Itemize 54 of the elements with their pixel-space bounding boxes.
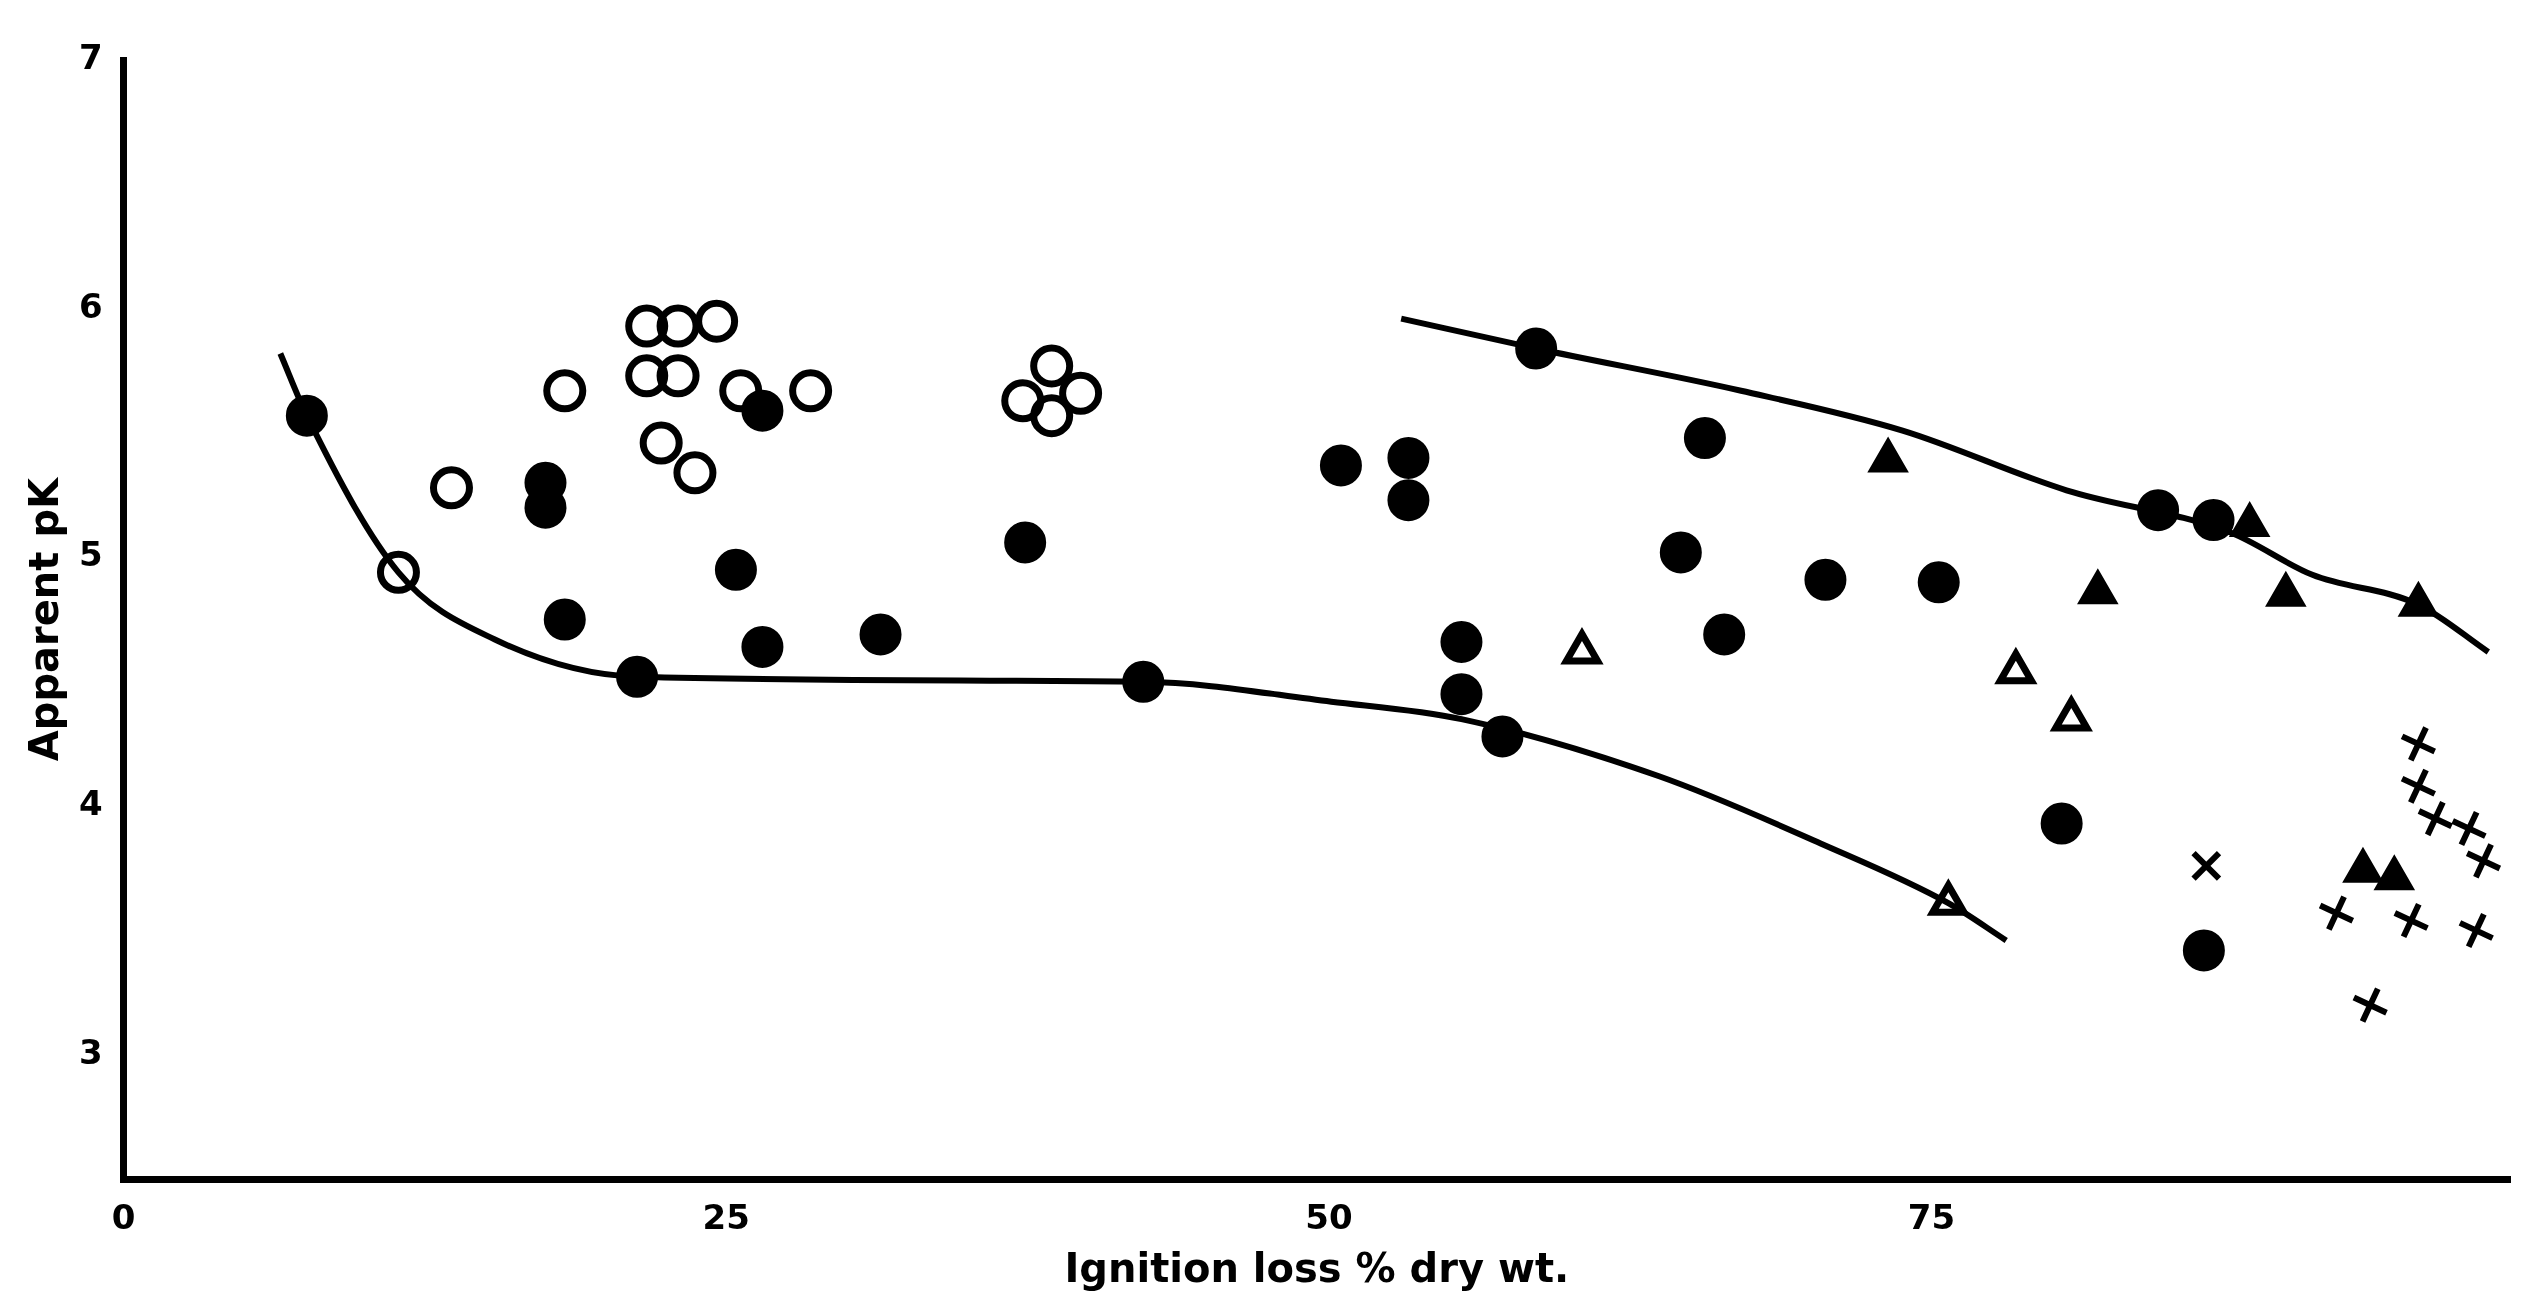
y-tick-label: 4 bbox=[78, 782, 103, 823]
point bbox=[656, 304, 700, 348]
point bbox=[1319, 444, 1362, 487]
point bbox=[376, 550, 420, 594]
point bbox=[2464, 841, 2503, 881]
point bbox=[1030, 394, 1074, 438]
y-tick-label: 5 bbox=[78, 534, 103, 575]
y-tick-label: 6 bbox=[78, 285, 103, 326]
point bbox=[2040, 802, 2083, 845]
point bbox=[673, 451, 717, 495]
y-tick-label: 7 bbox=[78, 36, 103, 77]
point bbox=[656, 354, 700, 398]
point bbox=[789, 369, 833, 413]
point bbox=[695, 299, 739, 343]
point bbox=[1683, 417, 1726, 460]
y-tick-label: 3 bbox=[78, 1031, 103, 1072]
point bbox=[1917, 561, 1960, 604]
x-tick-label: 0 bbox=[111, 1197, 136, 1238]
point bbox=[741, 389, 784, 432]
point bbox=[1659, 531, 1702, 574]
point bbox=[639, 421, 683, 465]
x-tick-label: 25 bbox=[702, 1197, 750, 1238]
point bbox=[859, 613, 902, 656]
y-axis-title: Apparent pK bbox=[21, 475, 68, 762]
point bbox=[429, 466, 473, 510]
point bbox=[2182, 929, 2225, 972]
point bbox=[2391, 901, 2431, 940]
point bbox=[2456, 911, 2496, 950]
point bbox=[1004, 521, 1047, 564]
point bbox=[1387, 479, 1430, 522]
x-tick-label: 50 bbox=[1305, 1197, 1353, 1238]
point bbox=[1440, 673, 1483, 716]
point bbox=[2399, 724, 2438, 764]
point bbox=[1387, 436, 1430, 479]
point bbox=[1059, 371, 1103, 415]
point bbox=[2415, 799, 2455, 838]
point bbox=[625, 354, 669, 398]
point bbox=[543, 369, 587, 413]
point bbox=[1703, 613, 1746, 656]
point bbox=[714, 548, 757, 591]
point bbox=[1001, 379, 1045, 423]
point bbox=[2449, 809, 2489, 848]
point bbox=[625, 304, 669, 348]
point bbox=[1440, 620, 1483, 663]
point bbox=[543, 598, 586, 641]
point bbox=[2317, 893, 2356, 933]
point bbox=[1030, 344, 1074, 388]
point bbox=[741, 625, 784, 668]
point bbox=[1804, 558, 1847, 601]
x-tick-label: 75 bbox=[1907, 1197, 1956, 1238]
point bbox=[2350, 985, 2390, 1025]
point bbox=[2399, 766, 2438, 806]
x-axis-title: Ignition loss % dry wt. bbox=[1064, 1245, 1570, 1292]
point bbox=[2190, 850, 2223, 882]
